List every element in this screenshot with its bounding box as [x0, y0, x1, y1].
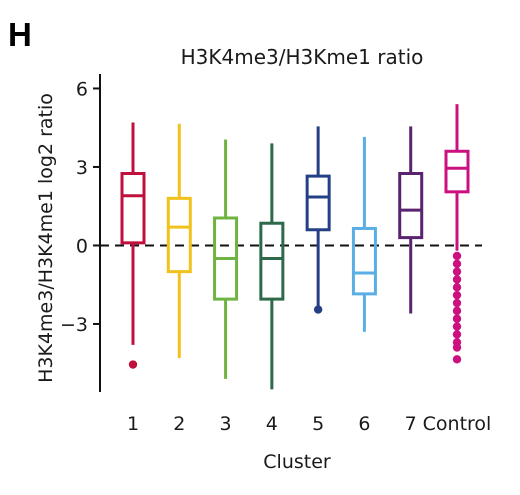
- x-tick-label: 1: [127, 413, 139, 435]
- y-tick-label: 0: [76, 235, 88, 257]
- x-tick-label: 6: [358, 413, 370, 435]
- x-tick-label: 3: [220, 413, 232, 435]
- outlier-point: [452, 306, 462, 316]
- y-tick-label: 6: [76, 78, 88, 100]
- outlier-point: [452, 259, 462, 268]
- interquartile-box: [166, 196, 192, 274]
- y-axis-label: H3K4me3/H3K4me1 log2 ratio: [35, 93, 57, 383]
- x-axis-label: Cluster: [263, 451, 331, 473]
- outlier-point: [452, 267, 462, 276]
- y-axis-ticks: 6 3 0 −3: [60, 78, 100, 336]
- box-control: [444, 104, 470, 364]
- outlier-point: [452, 322, 462, 331]
- x-axis-tick-labels: 1 2 3 4 5 6 7 Control: [127, 413, 491, 435]
- x-tick-label: 4: [266, 413, 278, 435]
- outlier-point: [452, 314, 462, 323]
- interquartile-box: [259, 221, 285, 301]
- interquartile-box: [351, 226, 377, 296]
- interquartile-box: [444, 149, 470, 194]
- box-6: [351, 136, 377, 332]
- interquartile-box: [120, 172, 146, 245]
- x-tick-label: Control: [423, 413, 492, 435]
- outlier-point: [452, 298, 462, 308]
- x-tick-label: 2: [173, 413, 185, 435]
- outlier-point: [452, 355, 462, 364]
- outlier-point: [313, 305, 323, 314]
- interquartile-box: [305, 174, 331, 232]
- x-tick-label: 5: [312, 413, 324, 435]
- outlier-point: [128, 360, 138, 369]
- box-5: [305, 126, 331, 314]
- chart-title: H3K4me3/H3Kme1 ratio: [181, 45, 424, 69]
- outlier-point: [452, 343, 462, 352]
- box-3: [213, 139, 239, 379]
- y-tick-label: −3: [60, 314, 88, 336]
- outlier-point: [452, 290, 462, 300]
- box-7: [398, 126, 424, 314]
- outlier-point: [452, 251, 462, 261]
- outlier-point: [452, 330, 462, 339]
- y-tick-label: 3: [76, 157, 88, 179]
- interquartile-box: [398, 172, 424, 240]
- outlier-point: [452, 275, 462, 284]
- box-1: [120, 122, 146, 369]
- panel-label: H: [8, 16, 32, 53]
- box-2: [166, 123, 192, 358]
- box-series-group: [120, 104, 470, 390]
- box-4: [259, 143, 285, 390]
- outlier-point: [452, 283, 462, 292]
- x-tick-label: 7: [405, 413, 417, 435]
